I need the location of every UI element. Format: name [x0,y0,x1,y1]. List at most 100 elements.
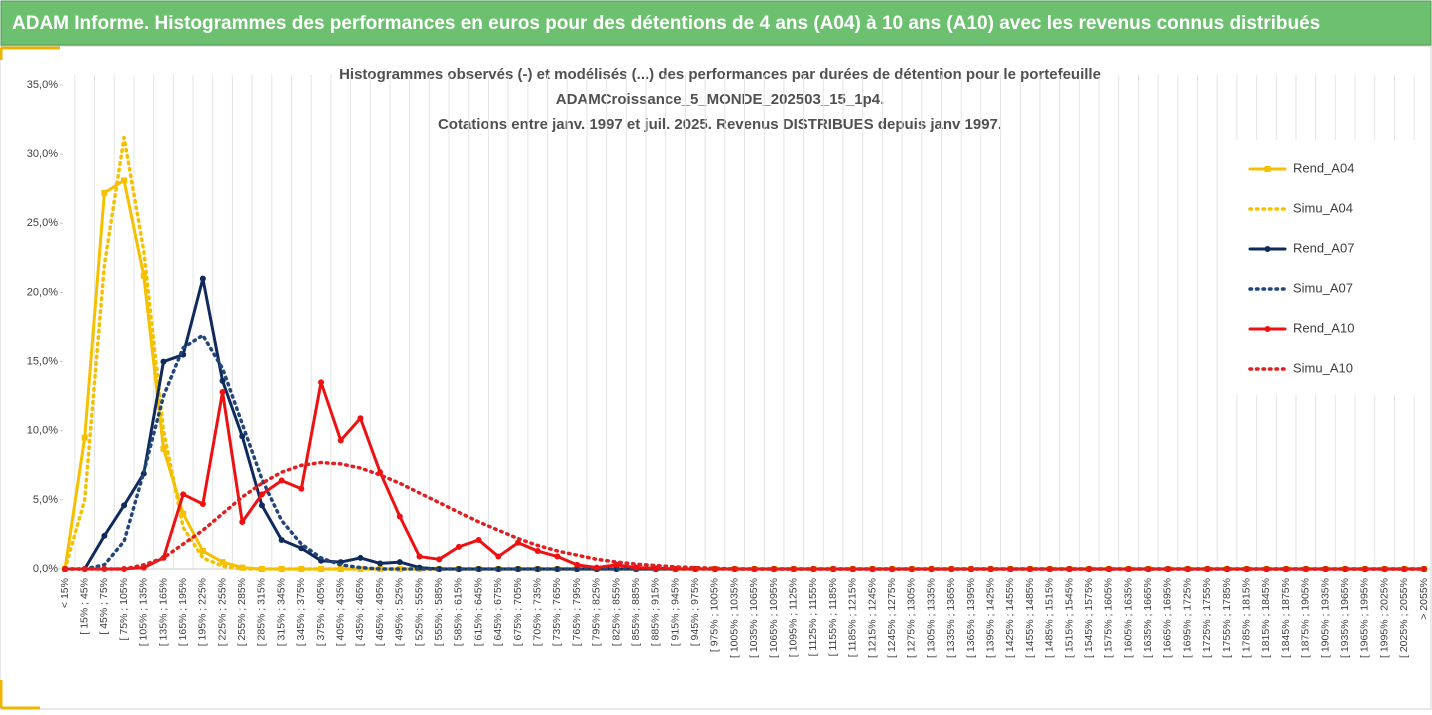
x-tick-label: [ 1695% ; 1725% [1181,578,1193,658]
legend-marker [1264,166,1271,172]
x-tick-label: [ 105% ; 135% [138,578,150,646]
point [160,358,167,365]
x-tick-label: [ 285% ; 315% [256,578,268,646]
x-tick-label: [ 45% ; 75% [98,578,110,635]
x-tick-label: [ 495% ; 525% [394,578,406,646]
point [121,502,128,509]
x-tick-label: [ 1935% ; 1965% [1339,578,1351,658]
x-tick-label: [ 825% ; 855% [610,578,622,646]
point [318,379,325,386]
point [180,510,187,517]
x-tick-label: [ 1335% ; 1365% [945,578,957,658]
y-tick-label: 20,0% [27,286,58,298]
point [377,560,384,567]
x-tick-label: [ 915% ; 945% [669,578,681,646]
x-tick-label: [ 15% ; 45% [78,578,90,635]
x-tick-label: [ 585% ; 615% [453,578,465,646]
x-tick-label: [ 1875% ; 1905% [1300,578,1312,658]
point [515,566,521,572]
x-tick-label: [ 405% ; 435% [335,578,347,646]
x-tick-label: [ 1455% ; 1485% [1024,578,1036,658]
point [396,559,403,566]
series-line [63,460,1426,571]
x-tick-label: [ 1785% ; 1815% [1241,578,1253,658]
x-tick-label: [ 1665% ; 1695% [1162,578,1174,658]
point [357,415,364,422]
x-tick-label: [ 1965% ; 1995% [1359,578,1371,658]
point [298,485,305,492]
point [199,548,206,555]
x-tick-label: [ 1155% ; 1185% [827,578,839,656]
x-tick-label: [ 1245% ; 1275% [886,578,898,658]
y-tick-label: 10,0% [27,425,58,437]
point [219,559,226,566]
x-tick-label: [ 615% ; 645% [472,578,484,646]
x-tick-label: > 2055% [1418,578,1430,620]
y-tick-label: 25,0% [27,217,58,229]
x-tick-label: [ 1065% ; 1095% [768,578,780,658]
point [337,437,344,444]
point [278,477,285,484]
y-tick-label: 0,0% [33,563,58,575]
x-tick-label: [ 975% ; 1005% [709,578,721,652]
legend-label: Simu_A04 [1293,200,1353,215]
point [515,539,521,546]
legend-box [1235,140,1420,395]
legend-label: Simu_A07 [1293,280,1353,295]
x-tick-label: [ 1425% ; 1455% [1004,578,1016,658]
chart-frame [0,45,1432,710]
chart-title: ADAMCroissance_5_MONDE_202503_15_1p4. [556,91,885,108]
x-tick-label: [ 1035% ; 1065% [748,578,760,658]
x-tick-label: [ 1215% ; 1245% [866,578,878,658]
x-tick-label: [ 75% ; 105% [118,578,130,640]
x-tick-label: [ 1125% ; 1155% [807,578,819,656]
x-tick-label: [ 1005% ; 1035% [728,578,740,658]
point [199,501,206,508]
x-tick-label: [ 1725% ; 1755% [1201,578,1213,658]
x-tick-label: [ 555% ; 585% [433,578,445,646]
point [633,564,640,571]
x-tick-label: [ 225% ; 255% [216,578,228,646]
point [81,434,88,441]
x-tick-label: [ 1275% ; 1305% [906,578,918,658]
point [101,189,108,196]
point [239,564,246,571]
legend-label: Rend_A07 [1293,240,1354,255]
x-tick-label: [ 1395% ; 1425% [984,578,996,658]
point [140,272,147,279]
x-tick-label: [ 2025% ; 2055% [1398,578,1410,658]
point [278,536,285,543]
point [101,532,108,539]
point [554,553,561,560]
point [593,564,600,571]
point [495,553,502,560]
x-tick-label: [ 375% ; 405% [315,578,327,646]
point [258,502,265,509]
point [574,561,581,568]
x-tick-label: [ 765% ; 795% [571,578,583,646]
x-tick-label: [ 945% ; 975% [689,578,701,646]
x-tick-label: [ 885% ; 915% [650,578,662,646]
point [258,491,265,498]
x-tick-label: [ 1575% ; 1605% [1103,578,1115,658]
x-tick-label: [ 255% ; 285% [236,578,248,646]
x-tick-label: [ 135% ; 165% [157,578,169,646]
point [219,388,226,395]
x-tick-label: [ 705% ; 735% [531,578,543,646]
x-tick-label: [ 435% ; 465% [354,578,366,646]
x-tick-label: [ 1815% ; 1845% [1260,578,1272,658]
y-tick-label: 35,0% [27,79,58,91]
point [121,177,128,184]
y-tick-label: 30,0% [27,148,58,160]
point [436,556,443,563]
x-tick-label: [ 1515% ; 1545% [1063,578,1075,658]
point [160,445,167,452]
point [1322,566,1329,572]
x-tick-label: < 15% [59,578,71,608]
legend-marker [1264,246,1271,252]
x-tick-label: [ 465% ; 495% [374,578,386,646]
x-tick-label: [ 1305% ; 1335% [925,578,937,658]
x-tick-label: [ 165% ; 195% [177,578,189,646]
